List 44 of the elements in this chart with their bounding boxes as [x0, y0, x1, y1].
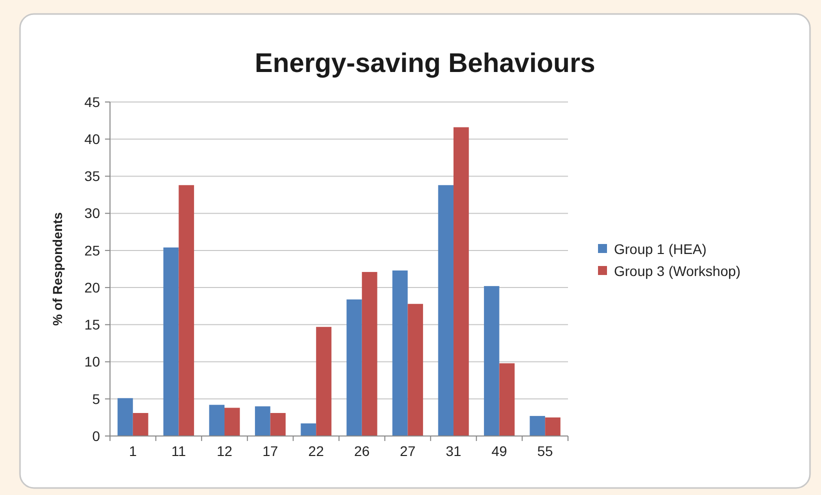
y-tick-label: 15: [84, 316, 100, 333]
x-tick-label: 27: [400, 443, 416, 459]
bar: [362, 272, 378, 436]
x-tick-label: 22: [308, 443, 324, 459]
x-tick-label: 55: [537, 443, 554, 459]
bar: [270, 412, 286, 436]
x-tick-label: 49: [492, 443, 508, 459]
bar: [224, 408, 240, 436]
y-tick-label: 5: [92, 390, 100, 407]
y-axis-title: % of Respondents: [50, 212, 65, 326]
bar: [499, 363, 515, 436]
bar: [163, 247, 179, 436]
bar: [392, 270, 408, 436]
x-tick-label: 26: [354, 443, 370, 459]
x-tick-label: 12: [216, 443, 232, 459]
bar: [118, 398, 133, 436]
legend-label: Group 1 (HEA): [614, 240, 707, 257]
x-tick-label: 17: [262, 443, 278, 459]
bar: [300, 423, 316, 436]
bar: [254, 406, 270, 436]
y-tick-label: 25: [84, 242, 100, 258]
bar: [454, 127, 469, 436]
y-tick-label: 35: [84, 168, 100, 184]
y-tick-label: 40: [84, 131, 100, 148]
bar: [178, 185, 194, 436]
y-tick-label: 30: [84, 205, 100, 222]
bar: [408, 304, 424, 436]
bar: [545, 417, 560, 436]
chart-title: Energy-saving Behaviours: [254, 48, 596, 78]
bar: [316, 326, 332, 436]
y-tick-label: 0: [92, 428, 100, 444]
bar: [132, 412, 148, 436]
y-tick-label: 10: [84, 354, 100, 370]
bar: [530, 416, 546, 436]
bar: [209, 404, 224, 436]
y-tick-label: 45: [84, 94, 100, 110]
bar: [438, 185, 454, 436]
x-tick-label: 31: [446, 443, 462, 459]
legend-label: Group 3 (Workshop): [614, 262, 741, 279]
bar: [346, 299, 362, 436]
x-tick-label: 1: [129, 443, 137, 459]
y-tick-label: 20: [84, 279, 100, 296]
bar: [484, 286, 500, 436]
x-tick-label: 11: [171, 443, 186, 459]
